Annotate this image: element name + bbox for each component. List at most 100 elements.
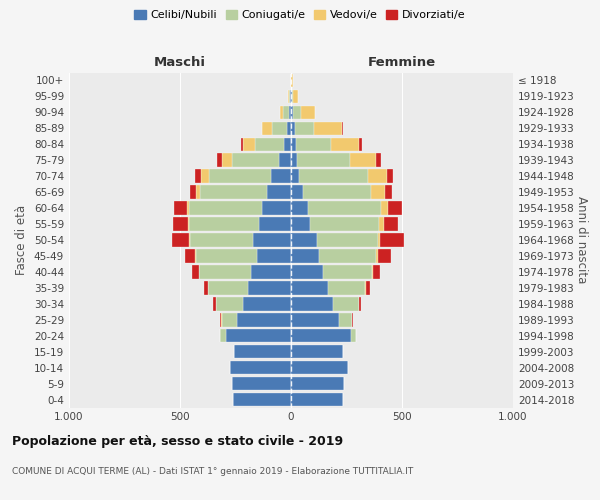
Bar xyxy=(189,218,259,231)
Bar xyxy=(291,90,292,103)
Bar xyxy=(378,249,391,262)
Bar xyxy=(291,392,343,406)
Bar xyxy=(350,154,376,167)
Bar xyxy=(193,265,199,278)
Bar xyxy=(236,313,291,326)
Bar xyxy=(283,106,289,119)
Bar xyxy=(175,202,187,215)
Bar xyxy=(271,170,291,183)
Bar xyxy=(291,233,317,247)
Bar xyxy=(232,377,291,390)
Bar xyxy=(289,90,290,103)
Bar xyxy=(196,186,200,199)
Bar xyxy=(291,154,297,167)
Bar xyxy=(323,265,372,278)
Bar xyxy=(243,138,256,151)
Legend: Celibi/Nubili, Coniugati/e, Vedovi/e, Divorziati/e: Celibi/Nubili, Coniugati/e, Vedovi/e, Di… xyxy=(130,6,470,25)
Bar xyxy=(291,122,295,135)
Bar xyxy=(387,170,394,183)
Bar xyxy=(291,265,323,278)
Bar xyxy=(232,154,279,167)
Bar xyxy=(243,297,291,310)
Bar xyxy=(291,361,347,374)
Bar xyxy=(291,186,303,199)
Bar xyxy=(377,233,380,247)
Bar xyxy=(291,106,293,119)
Bar xyxy=(310,218,379,231)
Bar xyxy=(220,313,221,326)
Bar xyxy=(293,90,298,103)
Bar xyxy=(190,233,253,247)
Bar xyxy=(383,218,398,231)
Bar xyxy=(213,297,215,310)
Bar xyxy=(221,313,222,326)
Bar xyxy=(366,281,370,294)
Bar xyxy=(280,106,283,119)
Bar xyxy=(251,265,291,278)
Bar xyxy=(253,233,291,247)
Text: Femmine: Femmine xyxy=(368,56,436,69)
Bar xyxy=(291,329,351,342)
Bar xyxy=(248,281,291,294)
Bar xyxy=(308,202,381,215)
Bar xyxy=(293,106,301,119)
Bar xyxy=(234,345,291,358)
Bar xyxy=(379,218,383,231)
Bar xyxy=(291,281,328,294)
Bar xyxy=(220,329,226,342)
Bar xyxy=(217,154,222,167)
Bar xyxy=(233,392,291,406)
Bar xyxy=(287,90,289,103)
Bar xyxy=(279,154,291,167)
Bar xyxy=(201,170,209,183)
Bar xyxy=(328,281,365,294)
Bar xyxy=(226,329,291,342)
Bar xyxy=(291,170,299,183)
Bar xyxy=(199,265,251,278)
Bar xyxy=(241,138,243,151)
Bar xyxy=(291,297,333,310)
Bar xyxy=(291,345,343,358)
Bar xyxy=(371,186,385,199)
Bar xyxy=(291,249,319,262)
Bar xyxy=(230,361,291,374)
Bar xyxy=(200,186,266,199)
Y-axis label: Fasce di età: Fasce di età xyxy=(16,205,28,275)
Bar xyxy=(287,122,291,135)
Bar xyxy=(208,281,248,294)
Bar xyxy=(385,186,392,199)
Bar xyxy=(317,233,377,247)
Bar xyxy=(376,154,381,167)
Bar xyxy=(292,90,293,103)
Bar xyxy=(314,122,342,135)
Bar xyxy=(195,170,201,183)
Bar xyxy=(297,154,350,167)
Bar xyxy=(196,249,257,262)
Bar xyxy=(172,233,190,247)
Bar xyxy=(291,377,344,390)
Text: Maschi: Maschi xyxy=(154,56,206,69)
Bar xyxy=(291,313,339,326)
Bar xyxy=(188,218,189,231)
Bar xyxy=(380,233,404,247)
Bar xyxy=(339,313,352,326)
Bar xyxy=(351,329,356,342)
Bar xyxy=(259,218,291,231)
Bar xyxy=(372,265,373,278)
Bar xyxy=(333,297,359,310)
Bar xyxy=(209,170,271,183)
Bar xyxy=(262,202,291,215)
Bar xyxy=(359,297,361,310)
Text: COMUNE DI ACQUI TERME (AL) - Dati ISTAT 1° gennaio 2019 - Elaborazione TUTTITALI: COMUNE DI ACQUI TERME (AL) - Dati ISTAT … xyxy=(12,468,413,476)
Bar xyxy=(222,154,232,167)
Bar xyxy=(291,218,310,231)
Bar xyxy=(272,122,287,135)
Bar xyxy=(299,170,368,183)
Bar xyxy=(289,106,291,119)
Bar xyxy=(331,138,359,151)
Bar xyxy=(342,122,343,135)
Bar xyxy=(204,281,208,294)
Bar xyxy=(266,186,291,199)
Bar xyxy=(173,218,188,231)
Bar xyxy=(303,186,371,199)
